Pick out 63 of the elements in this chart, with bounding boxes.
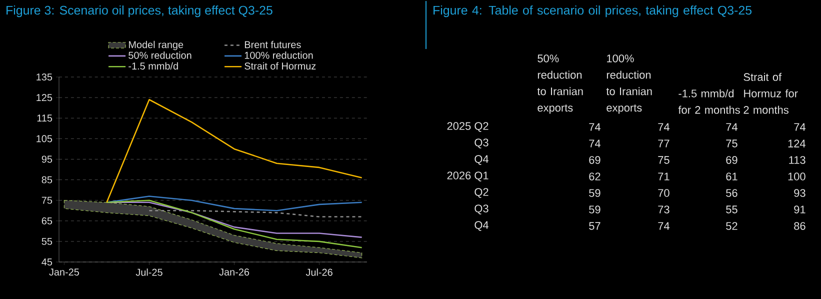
data-label: 124 — [788, 140, 806, 148]
x-tick-label: Jul-26 — [306, 268, 332, 276]
category-label: Q4 — [474, 221, 488, 231]
chart-title: Figure 3: Scenario oil prices, taking effect Q3-25 — [6, 6, 272, 18]
text: 100% reduction to Iranian exports — [606, 54, 652, 114]
legend-label: Brent futures — [244, 40, 301, 48]
category-label: Q2 — [474, 188, 488, 198]
y-tick-label: 95 — [42, 156, 52, 163]
category-label: 2026 Q1 — [447, 172, 488, 182]
data-label: 55 — [726, 206, 738, 214]
x-tick-label: Jan-25 — [49, 268, 80, 276]
text: Figure 4: Table of scenario oil prices, taking effect Q3-25 — [434, 6, 752, 18]
data-label: 70 — [658, 189, 670, 197]
y-tick-label: 125 — [36, 94, 52, 102]
legend-label: 50% reduction — [128, 52, 192, 59]
data-label: 100 — [788, 172, 806, 180]
legend-label: 100% reduction — [244, 52, 313, 59]
legend-label: Model range — [128, 40, 184, 50]
y-tick-label: 115 — [37, 114, 52, 122]
data-label: 59 — [589, 189, 600, 197]
data-label: 75 — [726, 140, 738, 148]
y-tick-label: 85 — [42, 176, 52, 184]
data-label: 69 — [589, 156, 600, 164]
data-label: 74 — [658, 123, 670, 131]
category-label: 2025 Q2 — [447, 122, 488, 132]
data-label: 59 — [589, 206, 600, 214]
data-label: 113 — [789, 156, 806, 164]
x-tick-label: Jan-26 — [219, 268, 250, 276]
data-label: 74 — [726, 123, 738, 131]
data-label: 74 — [794, 123, 806, 131]
legend-label: -1.5 mmb/d — [128, 62, 178, 70]
legend-label: Strait of Hormuz — [244, 62, 316, 70]
y-tick-label: 45 — [42, 258, 52, 266]
data-label: 74 — [589, 140, 600, 148]
data-label: 73 — [658, 206, 670, 214]
data-label: 56 — [726, 189, 738, 197]
y-tick-label: 55 — [42, 238, 52, 245]
data-label: 86 — [794, 222, 806, 230]
y-tick-label: 65 — [42, 217, 52, 224]
data-label: 91 — [794, 206, 806, 214]
data-label: 74 — [589, 123, 600, 131]
y-tick-label: 105 — [36, 135, 52, 142]
line-series — [106, 98, 362, 204]
data-label: 75 — [658, 156, 670, 164]
data-label: 52 — [726, 222, 738, 230]
text: Strait of Hormuz for 2 months — [744, 72, 798, 114]
data-label: 77 — [658, 140, 670, 148]
y-tick-label: 75 — [42, 196, 52, 204]
data-label: 74 — [658, 222, 670, 230]
category-label: Q3 — [474, 204, 488, 214]
data-label: 69 — [726, 156, 738, 164]
data-label: 61 — [726, 172, 738, 180]
category-label: Q4 — [474, 155, 488, 165]
data-label: 57 — [589, 222, 600, 230]
y-tick-label: 135 — [36, 73, 52, 81]
data-label: 71 — [658, 172, 670, 180]
text: -1.5 mmb/d for 2 months — [678, 89, 740, 114]
data-label: 62 — [589, 172, 600, 180]
line-series — [106, 200, 362, 248]
data-label: 93 — [794, 189, 806, 197]
x-tick-label: Jul-25 — [136, 268, 162, 276]
category-label: Q3 — [474, 138, 488, 148]
text: 50% reduction to Iranian exports — [537, 54, 583, 114]
